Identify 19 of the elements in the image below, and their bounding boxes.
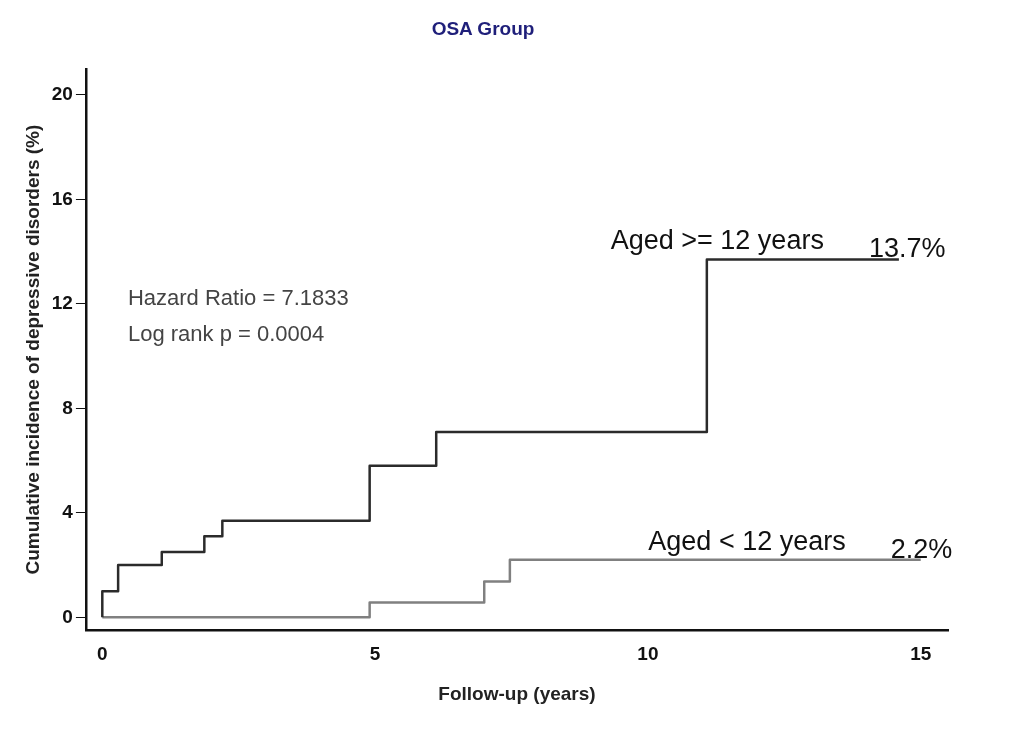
annotation: 2.2% xyxy=(890,533,953,564)
series-label: Aged < 12 years xyxy=(648,525,846,556)
annotation: Log rank p = 0.0004 xyxy=(127,320,325,346)
annotation: 13.7% xyxy=(868,233,946,264)
x-tick-label: 15 xyxy=(910,643,932,665)
y-tick-label: 16 xyxy=(51,187,73,209)
y-tick-label: 4 xyxy=(62,501,74,523)
y-tick-label: 8 xyxy=(62,396,73,418)
annotation: Hazard Ratio = 7.1833 xyxy=(127,284,349,310)
series-label: Aged >= 12 years xyxy=(610,225,824,256)
y-tick-label: 20 xyxy=(51,83,73,105)
x-axis-title: Follow-up (years) xyxy=(438,682,596,704)
x-tick-label: 0 xyxy=(97,643,108,665)
x-tick-label: 5 xyxy=(369,643,381,665)
y-tick-label: 12 xyxy=(51,292,73,314)
x-tick-label: 10 xyxy=(637,643,659,665)
y-tick-label: 0 xyxy=(62,605,73,627)
y-axis-title: Cumulative incidence of depressive disorders (%) xyxy=(21,124,43,575)
chart-title: OSA Group xyxy=(431,17,535,39)
